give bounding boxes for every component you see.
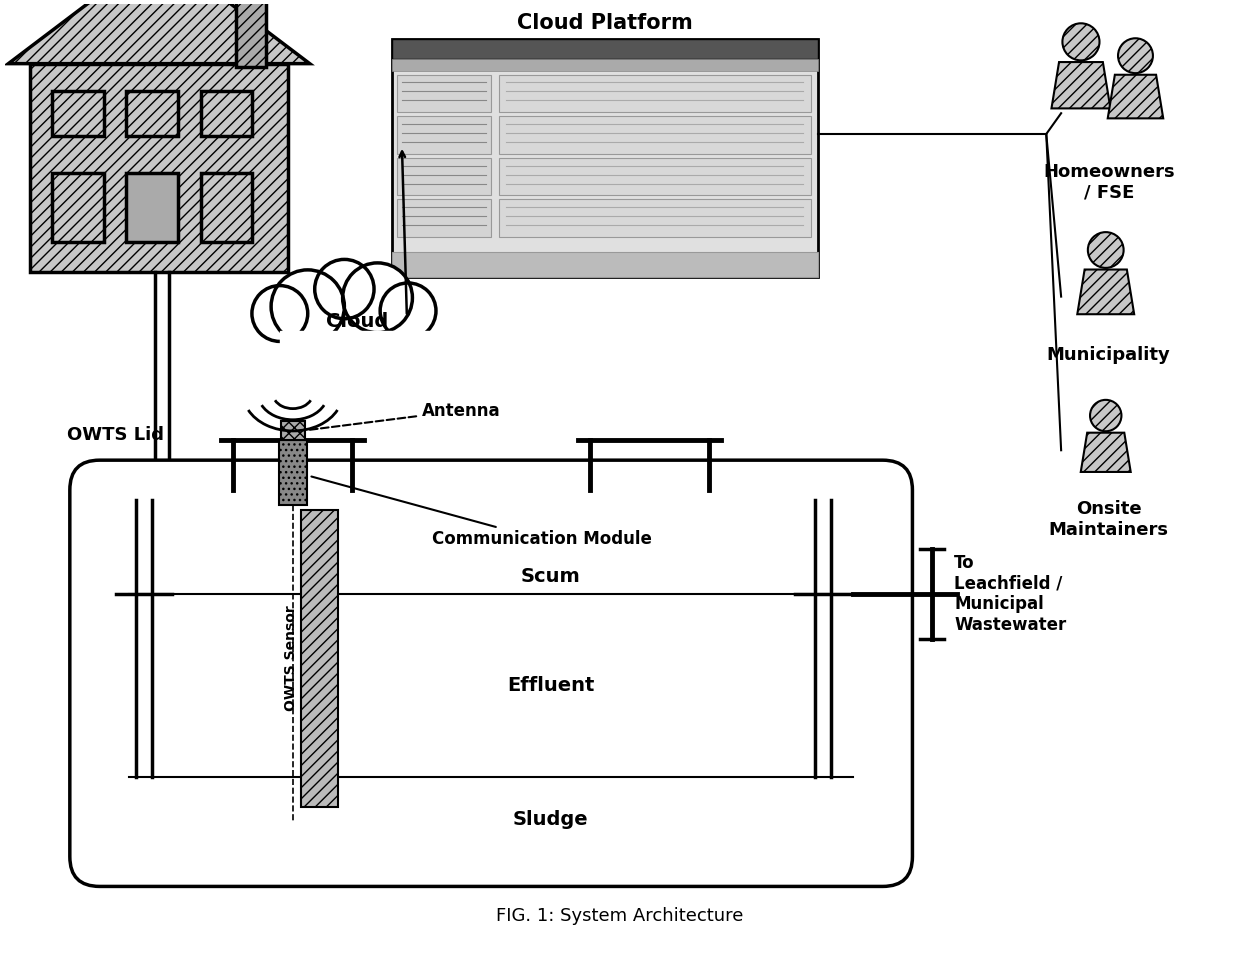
Bar bbox=[498, 75, 811, 112]
Circle shape bbox=[381, 283, 436, 339]
Text: Homeowners
/ FSE: Homeowners / FSE bbox=[1043, 163, 1174, 201]
Bar bbox=[126, 91, 177, 136]
Circle shape bbox=[1063, 23, 1100, 60]
Bar bbox=[397, 199, 491, 238]
Polygon shape bbox=[9, 0, 310, 63]
Bar bbox=[498, 199, 811, 238]
Bar bbox=[52, 172, 103, 242]
Bar bbox=[392, 252, 818, 277]
Circle shape bbox=[342, 262, 413, 332]
Circle shape bbox=[1118, 38, 1153, 73]
Bar bbox=[397, 158, 491, 195]
Text: Municipality: Municipality bbox=[1047, 346, 1171, 364]
Bar bbox=[52, 91, 103, 136]
Text: OWTS Lid: OWTS Lid bbox=[67, 426, 164, 445]
Text: Communication Module: Communication Module bbox=[311, 476, 651, 549]
Bar bbox=[397, 75, 491, 112]
Bar bbox=[392, 39, 818, 277]
Bar bbox=[126, 172, 177, 242]
Circle shape bbox=[272, 270, 345, 343]
Polygon shape bbox=[1078, 269, 1135, 314]
FancyBboxPatch shape bbox=[69, 460, 913, 886]
Bar bbox=[201, 172, 252, 242]
Bar bbox=[237, 0, 267, 67]
Bar bbox=[201, 91, 252, 136]
Bar bbox=[281, 421, 305, 441]
Text: OWTS Sensor: OWTS Sensor bbox=[284, 605, 298, 711]
Text: Scum: Scum bbox=[521, 566, 580, 585]
Circle shape bbox=[315, 260, 374, 319]
Bar bbox=[498, 116, 811, 154]
Polygon shape bbox=[1052, 62, 1111, 108]
Text: Effluent: Effluent bbox=[507, 676, 594, 696]
Circle shape bbox=[1090, 399, 1121, 431]
Circle shape bbox=[252, 285, 308, 341]
Bar bbox=[498, 158, 811, 195]
Text: Onsite
Maintainers: Onsite Maintainers bbox=[1049, 500, 1169, 538]
Bar bbox=[392, 58, 818, 71]
Bar bbox=[279, 441, 306, 505]
Text: Cloud Platform: Cloud Platform bbox=[517, 13, 693, 33]
Bar bbox=[392, 39, 818, 58]
Circle shape bbox=[1087, 232, 1123, 268]
Bar bbox=[30, 63, 288, 272]
Bar bbox=[301, 510, 339, 808]
Polygon shape bbox=[1081, 433, 1131, 472]
Text: FIG. 1: System Architecture: FIG. 1: System Architecture bbox=[496, 907, 744, 925]
Text: Cloud: Cloud bbox=[326, 312, 388, 331]
Polygon shape bbox=[1107, 75, 1163, 119]
Text: Antenna: Antenna bbox=[308, 401, 501, 430]
Polygon shape bbox=[280, 331, 436, 350]
Bar bbox=[397, 116, 491, 154]
Text: Sludge: Sludge bbox=[513, 810, 589, 829]
Text: To
Leachfield /
Municipal
Wastewater: To Leachfield / Municipal Wastewater bbox=[954, 554, 1066, 634]
